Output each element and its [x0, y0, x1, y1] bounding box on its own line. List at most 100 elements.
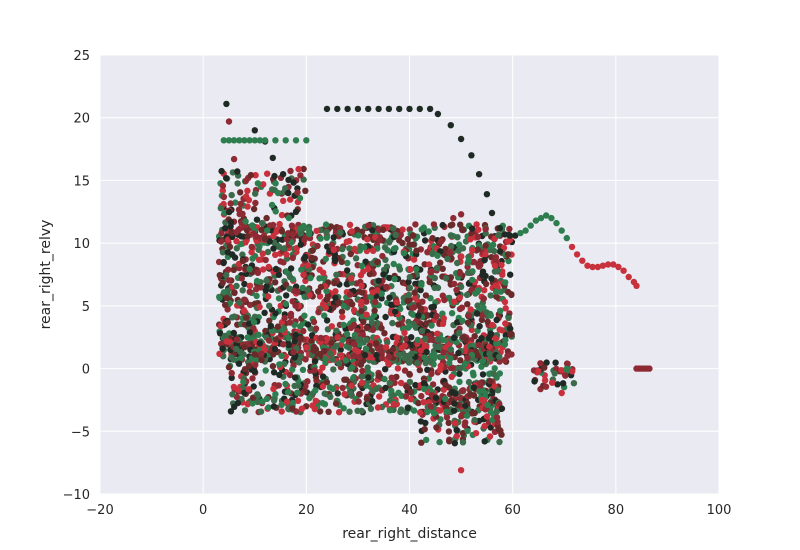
data-point	[304, 262, 312, 269]
data-point	[295, 165, 302, 173]
data-point	[464, 269, 472, 276]
data-point	[494, 267, 501, 274]
data-point	[457, 135, 465, 143]
data-point	[412, 221, 419, 228]
data-point	[397, 231, 404, 239]
data-point	[434, 110, 442, 118]
data-point	[428, 352, 435, 359]
data-point	[256, 303, 263, 311]
data-point	[481, 287, 488, 294]
data-point	[481, 422, 488, 430]
data-point	[282, 300, 290, 308]
data-point	[356, 336, 364, 343]
data-point	[265, 263, 272, 271]
data-point	[254, 391, 261, 398]
data-point	[367, 405, 375, 412]
data-point	[307, 274, 314, 282]
data-point	[579, 257, 586, 264]
data-point	[251, 127, 258, 134]
data-point	[433, 264, 441, 272]
data-point	[286, 371, 294, 379]
data-point	[304, 286, 311, 294]
data-point	[304, 321, 312, 328]
data-point	[429, 381, 437, 388]
data-point	[493, 414, 501, 421]
data-point	[227, 219, 235, 226]
data-point	[346, 408, 353, 415]
data-point	[263, 277, 270, 284]
data-point	[423, 436, 430, 444]
data-point	[265, 404, 272, 411]
data-point	[361, 351, 369, 359]
data-point	[604, 261, 612, 268]
data-point	[456, 329, 463, 337]
data-point	[287, 196, 294, 203]
data-point	[334, 334, 341, 341]
data-point	[250, 319, 258, 326]
data-point	[376, 393, 383, 400]
data-point	[297, 230, 304, 237]
data-point	[265, 293, 272, 300]
data-points	[215, 100, 653, 474]
data-point	[469, 246, 476, 254]
data-point	[388, 374, 395, 381]
data-point	[283, 236, 291, 243]
data-point	[317, 334, 324, 342]
data-point	[422, 354, 429, 362]
data-point	[334, 105, 341, 113]
data-point	[490, 370, 497, 377]
data-point	[493, 408, 500, 415]
data-point	[395, 321, 402, 328]
data-point	[228, 369, 235, 377]
data-point	[437, 259, 444, 266]
data-point	[393, 373, 400, 381]
data-point	[405, 352, 412, 359]
data-point	[356, 390, 363, 398]
data-point	[269, 186, 276, 193]
data-point	[423, 320, 430, 327]
data-point	[346, 237, 353, 245]
data-point	[261, 137, 269, 144]
data-point	[332, 400, 340, 407]
data-point	[391, 275, 398, 283]
data-point	[359, 367, 366, 375]
data-point	[373, 340, 380, 347]
data-point	[471, 416, 478, 424]
data-point	[244, 401, 251, 408]
data-point	[257, 408, 265, 415]
data-point	[285, 214, 293, 222]
data-point	[337, 346, 344, 353]
data-point	[491, 262, 499, 269]
data-point	[316, 293, 324, 300]
data-point	[339, 384, 346, 392]
data-point	[239, 251, 246, 258]
data-point	[242, 177, 250, 185]
data-point	[457, 467, 465, 474]
data-point	[375, 372, 382, 379]
data-point	[398, 406, 405, 413]
data-point	[418, 281, 425, 289]
data-point	[473, 221, 480, 228]
data-point	[496, 370, 503, 377]
data-point	[225, 137, 233, 144]
data-point	[217, 238, 225, 245]
data-point	[427, 403, 435, 410]
data-point	[465, 312, 473, 319]
data-point	[272, 180, 279, 187]
data-point	[233, 245, 240, 252]
data-point	[496, 248, 504, 255]
data-point	[482, 225, 489, 233]
data-point	[495, 231, 502, 239]
data-point	[268, 201, 276, 209]
data-point	[220, 259, 227, 267]
data-point	[238, 275, 245, 282]
data-point	[338, 258, 345, 266]
data-point	[276, 361, 283, 368]
data-point	[231, 289, 238, 296]
data-point	[331, 257, 339, 265]
data-point	[264, 170, 271, 177]
data-point	[288, 222, 296, 229]
data-point	[218, 340, 225, 347]
data-point	[278, 401, 285, 408]
